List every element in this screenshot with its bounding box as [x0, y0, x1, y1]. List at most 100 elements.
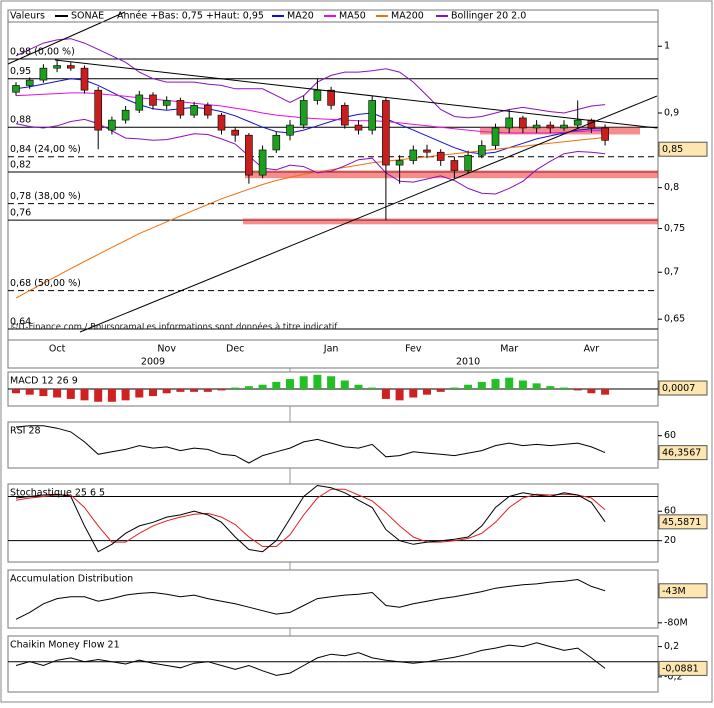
- candle-body: [272, 134, 281, 151]
- macd-bar: [450, 387, 459, 389]
- macd-bar: [491, 379, 500, 389]
- overlay-line: [15, 92, 606, 134]
- macd-bar: [244, 386, 253, 389]
- x-tick-label: Mar: [500, 344, 518, 355]
- x-tick-label: Avr: [584, 344, 600, 355]
- panel-title: Chaikin Money Flow 21: [10, 640, 120, 651]
- axis-band: [7, 339, 659, 369]
- candle-body: [245, 134, 253, 176]
- legend-label: SONAE: [71, 11, 104, 22]
- level-label: 0,98 (0,00 %): [10, 47, 75, 58]
- candle-body: [327, 89, 335, 106]
- macd-bar: [299, 376, 308, 389]
- y-tick-label: 0,7: [664, 267, 679, 278]
- candle-body: [601, 127, 609, 141]
- indicator-line: [15, 642, 606, 676]
- macd-bar: [368, 387, 377, 389]
- panel-title: Stochastique 25 6 5: [10, 488, 105, 499]
- last-value-box: [658, 141, 708, 157]
- candle-body: [477, 145, 486, 156]
- y-tick-label: 1: [664, 41, 670, 52]
- panel-frame: [7, 421, 659, 469]
- zone: [480, 127, 640, 135]
- x-tick-label: Oct: [49, 344, 66, 355]
- level-label: 0,84 (24,00 %): [10, 144, 81, 155]
- macd-bar: [94, 389, 103, 402]
- candle-body: [450, 160, 459, 171]
- macd-bar: [423, 389, 431, 395]
- macd-bar: [203, 389, 212, 392]
- macd-bar: [217, 389, 226, 391]
- indicator-line: [15, 578, 606, 620]
- candle-body: [94, 89, 102, 131]
- macd-bar: [39, 389, 48, 397]
- y-tick-label: 0,75: [664, 223, 685, 234]
- zone: [243, 218, 658, 225]
- overlay-line: [15, 118, 606, 195]
- candle-body: [532, 124, 541, 129]
- y-tick-label: 0,65: [664, 314, 685, 325]
- candle-body: [190, 105, 198, 116]
- macd-bar: [560, 387, 568, 389]
- y-tick-label: 60: [664, 430, 676, 441]
- candle-body: [162, 100, 171, 106]
- last-value-label: 0,0007: [662, 383, 695, 394]
- macd-bar: [149, 389, 157, 397]
- last-value-box: [658, 380, 708, 396]
- indicator-line: [15, 484, 606, 553]
- macd-bar: [53, 389, 62, 398]
- range-note: Année +Bas: 0,75 +Haut: 0,95: [117, 11, 264, 22]
- x-tick-label: Dec: [226, 344, 244, 355]
- macd-bar: [477, 381, 486, 389]
- year-label: 2009: [141, 357, 165, 368]
- candle-body: [149, 94, 157, 106]
- macd-bar: [135, 389, 144, 398]
- level-label: 0,82: [10, 159, 31, 170]
- year-label: 2010: [456, 357, 480, 368]
- plot-area: [8, 374, 658, 402]
- trend-line: [7, 11, 126, 65]
- macd-bar: [121, 389, 130, 401]
- source-note: ©IT-Finance.com / BoursoramaLes informat…: [10, 322, 338, 333]
- candle-body: [25, 79, 34, 86]
- trend-line: [54, 59, 658, 129]
- y-tick-label: -0,2: [664, 671, 683, 682]
- macd-bar: [272, 381, 281, 389]
- candle-body: [12, 85, 20, 93]
- legend-label: MA20: [287, 11, 314, 22]
- candle-body: [464, 154, 472, 171]
- candle-body: [560, 124, 568, 129]
- last-value-label: -0,0881: [662, 663, 699, 674]
- candle-body: [135, 94, 144, 111]
- macd-bar: [505, 377, 514, 389]
- macd-bar: [532, 383, 541, 389]
- candle-body: [519, 117, 527, 129]
- legend-label: MA50: [339, 11, 366, 22]
- macd-bar: [12, 389, 20, 394]
- candle-body: [382, 100, 390, 166]
- y-tick-label: 60: [664, 506, 676, 517]
- macd-bar: [286, 379, 294, 389]
- macd-bar: [190, 389, 199, 392]
- candle-body: [546, 124, 555, 129]
- last-value-label: 0,85: [662, 144, 683, 155]
- y-tick-label: 0,9: [664, 107, 679, 118]
- macd-bar: [464, 384, 473, 389]
- plot-area: [8, 38, 658, 330]
- macd-bar: [107, 389, 116, 402]
- candle-body: [108, 119, 116, 131]
- y-tick-label: -80M: [664, 617, 688, 628]
- candle-body: [491, 127, 500, 146]
- last-value-label: 46,3567: [662, 448, 701, 459]
- macd-bar: [587, 389, 596, 394]
- candle-body: [313, 89, 322, 101]
- panel-frame: [7, 483, 659, 563]
- panel-frame: [7, 635, 659, 693]
- candle-body: [286, 124, 294, 136]
- legend-label: MA200: [391, 11, 424, 22]
- candle-body: [204, 105, 212, 116]
- macd-bar: [258, 384, 267, 389]
- macd-bar: [601, 389, 610, 395]
- candle-body: [423, 149, 431, 153]
- candle-body: [299, 100, 308, 126]
